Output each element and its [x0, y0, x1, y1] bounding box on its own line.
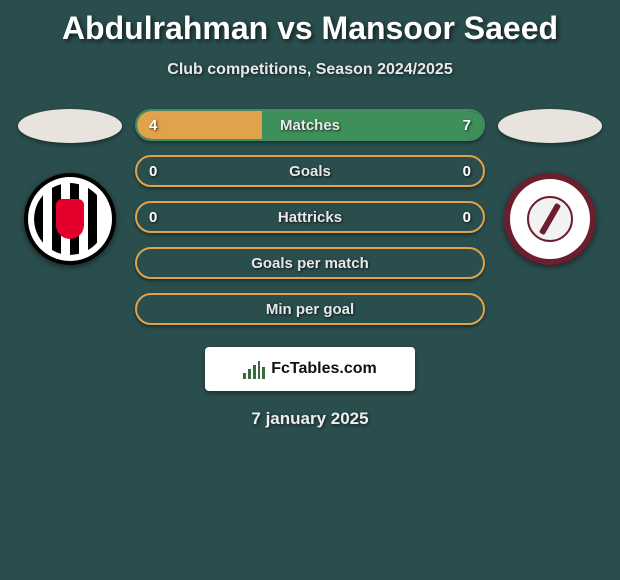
- stat-bar-min-per-goal: Min per goal: [135, 293, 485, 325]
- stat-bar-goals-per-match: Goals per match: [135, 247, 485, 279]
- comparison-row: 47Matches 00Goals 00Hattricks Goals per mat…: [0, 109, 620, 325]
- logo-bar-segment: [248, 369, 251, 379]
- bar-chart-icon: [243, 359, 265, 379]
- logo-text: FcTables.com: [271, 360, 377, 378]
- right-club-badge: [504, 173, 596, 265]
- stat-bar-hattricks: 00Hattricks: [135, 201, 485, 233]
- left-player-column: [15, 109, 125, 265]
- left-club-badge: [24, 173, 116, 265]
- stat-bar-matches: 47Matches: [135, 109, 485, 141]
- stat-label: Hattricks: [137, 209, 483, 226]
- left-player-avatar: [18, 109, 122, 143]
- stat-label: Goals: [137, 163, 483, 180]
- logo-bar-segment: [243, 373, 246, 379]
- stat-label: Min per goal: [137, 301, 483, 318]
- snapshot-date: 7 january 2025: [0, 409, 620, 429]
- right-player-avatar: [498, 109, 602, 143]
- page-title: Abdulrahman vs Mansoor Saeed: [0, 10, 620, 47]
- logo-bar-segment: [262, 367, 265, 379]
- stats-bars: 47Matches 00Goals 00Hattricks Goals per mat…: [135, 109, 485, 325]
- logo-bar-segment: [258, 361, 261, 379]
- right-player-column: [495, 109, 605, 265]
- stat-label: Goals per match: [137, 255, 483, 272]
- logo-bar-segment: [253, 365, 256, 379]
- site-logo: FcTables.com: [205, 347, 415, 391]
- subtitle: Club competitions, Season 2024/2025: [0, 61, 620, 79]
- stat-bar-goals: 00Goals: [135, 155, 485, 187]
- stat-label: Matches: [137, 117, 483, 134]
